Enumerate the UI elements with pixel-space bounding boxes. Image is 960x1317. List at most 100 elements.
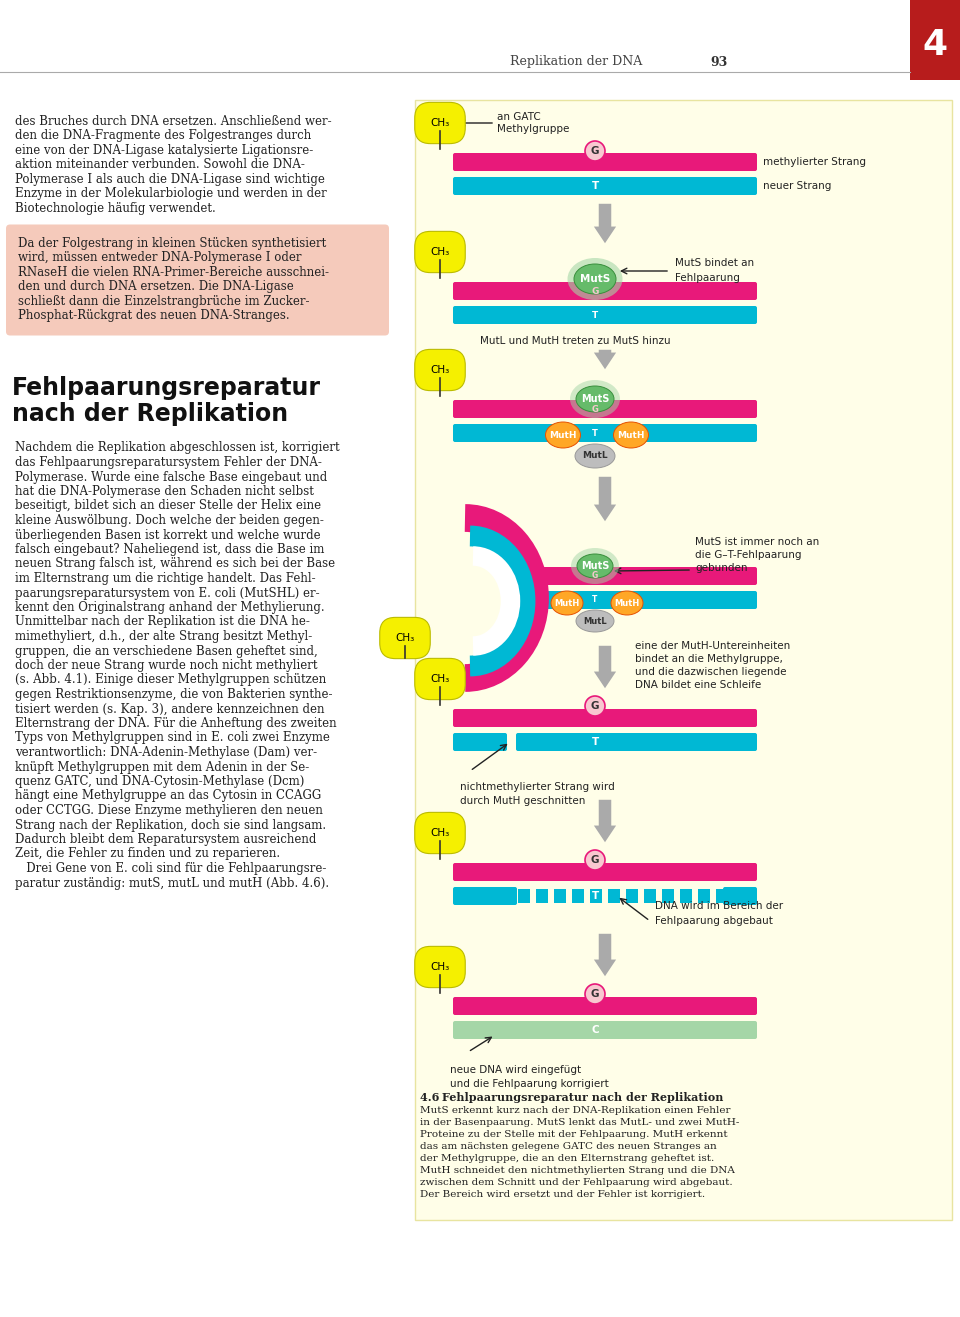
Ellipse shape [574,263,616,294]
Text: MutH: MutH [554,598,580,607]
Text: Fehlpaarungsreparatur: Fehlpaarungsreparatur [12,377,321,400]
Bar [626,889,638,903]
Text: (s. Abb. 4.1). Einige dieser Methylgruppen schützen: (s. Abb. 4.1). Einige dieser Methylgrupp… [15,673,326,686]
Text: Strang nach der Replikation, doch sie sind langsam.: Strang nach der Replikation, doch sie si… [15,818,326,831]
Text: schließt dann die Einzelstrangbrüche im Zucker-: schließt dann die Einzelstrangbrüche im … [18,295,309,307]
FancyBboxPatch shape [6,224,389,336]
Ellipse shape [613,421,649,448]
FancyBboxPatch shape [453,153,757,171]
Circle shape [585,849,605,871]
Text: beseitigt, bildet sich an dieser Stelle der Helix eine: beseitigt, bildet sich an dieser Stelle … [15,499,322,512]
FancyBboxPatch shape [415,100,952,1220]
Text: CH₃: CH₃ [396,633,415,643]
Text: DNA bildet eine Schleife: DNA bildet eine Schleife [635,680,761,690]
FancyBboxPatch shape [453,888,517,905]
Text: MutS ist immer noch an: MutS ist immer noch an [695,537,819,547]
Text: überliegenden Basen ist korrekt und welche wurde: überliegenden Basen ist korrekt und welc… [15,528,321,541]
Bar [698,889,710,903]
Text: Polymerase I als auch die DNA-Ligase sind wichtige: Polymerase I als auch die DNA-Ligase sin… [15,173,324,186]
Text: gruppen, die an verschiedene Basen geheftet sind,: gruppen, die an verschiedene Basen gehef… [15,644,318,657]
Text: MutL und MutH treten zu MutS hinzu: MutL und MutH treten zu MutS hinzu [480,336,670,346]
Text: im Elternstrang um die richtige handelt. Das Fehl-: im Elternstrang um die richtige handelt.… [15,572,316,585]
Text: paratur zuständig: ⁠mutS⁠, ⁠mutL⁠ und ⁠mutH⁠ (Abb. 4.6).: paratur zuständig: ⁠mutS⁠, ⁠mutL⁠ und ⁠m… [15,877,329,889]
Text: MutS bindet an: MutS bindet an [675,258,755,267]
Text: T: T [591,892,599,901]
Text: und die Fehlpaarung korrigiert: und die Fehlpaarung korrigiert [450,1079,609,1089]
Text: Phosphat-Rückgrat des neuen DNA-Stranges.: Phosphat-Rückgrat des neuen DNA-Stranges… [18,309,290,321]
Text: durch MutH geschnitten: durch MutH geschnitten [460,795,586,806]
Text: das ⁠Fehlpaarungsreparatursystem⁠ Fehler der DNA-: das ⁠Fehlpaarungsreparatursystem⁠ Fehler… [15,456,322,469]
Circle shape [585,984,605,1004]
Bar [554,889,566,903]
FancyBboxPatch shape [453,863,757,881]
Text: zwischen dem Schnitt und der Fehlpaarung wird abgebaut.: zwischen dem Schnitt und der Fehlpaarung… [420,1177,732,1187]
Text: gebunden: gebunden [695,562,748,573]
Text: neue DNA wird eingefügt: neue DNA wird eingefügt [450,1065,581,1075]
Text: MutL: MutL [583,616,607,626]
FancyBboxPatch shape [453,734,507,751]
Text: CH₃: CH₃ [430,365,449,375]
Text: tisiert werden (s. Kap. 3), andere kennzeichnen den: tisiert werden (s. Kap. 3), andere kennz… [15,702,324,715]
Text: an GATC: an GATC [497,112,540,122]
Ellipse shape [576,386,614,412]
FancyBboxPatch shape [528,591,757,608]
Ellipse shape [571,548,619,583]
FancyBboxPatch shape [453,282,757,300]
Text: T: T [591,180,599,191]
FancyBboxPatch shape [453,424,757,443]
Circle shape [585,695,605,716]
Text: neuer Strang: neuer Strang [763,180,831,191]
Text: MutL: MutL [582,452,608,461]
Text: kennt den Originalstrang anhand der Methylierung.: kennt den Originalstrang anhand der Meth… [15,601,324,614]
Text: Proteine zu der Stelle mit der Fehlpaarung. MutH erkennt: Proteine zu der Stelle mit der Fehlpaaru… [420,1130,728,1139]
Ellipse shape [576,610,614,632]
Text: des Bruches durch DNA ersetzen. Anschließend wer-: des Bruches durch DNA ersetzen. Anschlie… [15,115,331,128]
Text: MutH: MutH [614,598,639,607]
Ellipse shape [575,444,615,468]
Text: 4: 4 [923,28,948,62]
Text: MutS: MutS [581,561,610,572]
Ellipse shape [567,258,622,300]
Text: oder CCTGG. Diese Enzyme methylieren den neuen: oder CCTGG. Diese Enzyme methylieren den… [15,803,323,817]
Text: hängt eine Methylgruppe an das Cytosin in CCAGG: hängt eine Methylgruppe an das Cytosin i… [15,789,322,802]
Text: G: G [590,146,599,155]
Text: eine von der DNA-Ligase katalysierte Ligationsre-: eine von der DNA-Ligase katalysierte Lig… [15,144,313,157]
Text: das am nächsten gelegene GATC des neuen Stranges an: das am nächsten gelegene GATC des neuen … [420,1142,717,1151]
Text: Methylgruppe: Methylgruppe [497,124,569,134]
Text: DNA wird im Bereich der: DNA wird im Bereich der [655,901,783,911]
Bar [608,889,620,903]
Text: Fehlpaarungsreparatur nach der Replikation: Fehlpaarungsreparatur nach der Replikati… [442,1092,724,1104]
Text: 93: 93 [710,55,728,68]
Bar [662,889,674,903]
Text: MutS erkennt kurz nach der DNA-Replikation einen Fehler: MutS erkennt kurz nach der DNA-Replikati… [420,1106,731,1115]
Text: MutH: MutH [549,431,577,440]
Text: gegen Restriktionsenzyme, die von Bakterien synthe-: gegen Restriktionsenzyme, die von Bakter… [15,687,332,701]
Text: aktion miteinander verbunden. Sowohl die DNA-: aktion miteinander verbunden. Sowohl die… [15,158,305,171]
Ellipse shape [611,591,643,615]
FancyBboxPatch shape [453,400,757,417]
Text: Typs von Methylgruppen sind in ⁠E. coli⁠ zwei Enzyme: Typs von Methylgruppen sind in ⁠E. coli⁠… [15,731,330,744]
Text: 4.6: 4.6 [420,1092,444,1104]
FancyBboxPatch shape [516,734,757,751]
Text: T: T [592,311,598,320]
Text: ⁠mimethyliert⁠, d.h., der alte Strang besitzt Methyl-: ⁠mimethyliert⁠, d.h., der alte Strang be… [15,630,312,643]
FancyArrowPatch shape [594,204,616,244]
Text: G: G [590,701,599,711]
Text: wird, müssen entweder DNA-Polymerase I oder: wird, müssen entweder DNA-Polymerase I o… [18,252,301,263]
Text: nichtmethylierter Strang wird: nichtmethylierter Strang wird [460,782,614,792]
Bar [716,889,728,903]
Text: Nachdem die Replikation abgeschlossen ist, korrigiert: Nachdem die Replikation abgeschlossen is… [15,441,340,454]
Text: die G–T-Fehlpaarung: die G–T-Fehlpaarung [695,551,802,560]
Text: Polymerase. Wurde eine falsche Base eingebaut und: Polymerase. Wurde eine falsche Base eing… [15,470,327,483]
Text: Da der Folgestrang in kleinen Stücken synthetisiert: Da der Folgestrang in kleinen Stücken sy… [18,237,326,249]
Text: CH₃: CH₃ [430,248,449,257]
Text: Drei Gene von ⁠E. coli⁠ sind für die Fehlpaarungsre-: Drei Gene von ⁠E. coli⁠ sind für die Feh… [15,863,326,874]
Text: Unmittelbar nach der Replikation ist die DNA ⁠he-: Unmittelbar nach der Replikation ist die… [15,615,310,628]
FancyArrowPatch shape [594,350,616,369]
FancyBboxPatch shape [453,997,757,1015]
Text: CH₃: CH₃ [430,119,449,128]
FancyArrowPatch shape [594,799,616,842]
Text: Enzyme in der Molekularbiologie und werden in der: Enzyme in der Molekularbiologie und werd… [15,187,326,200]
Bar [536,889,548,903]
Text: neuen Strang falsch ist, während es sich bei der Base: neuen Strang falsch ist, während es sich… [15,557,335,570]
